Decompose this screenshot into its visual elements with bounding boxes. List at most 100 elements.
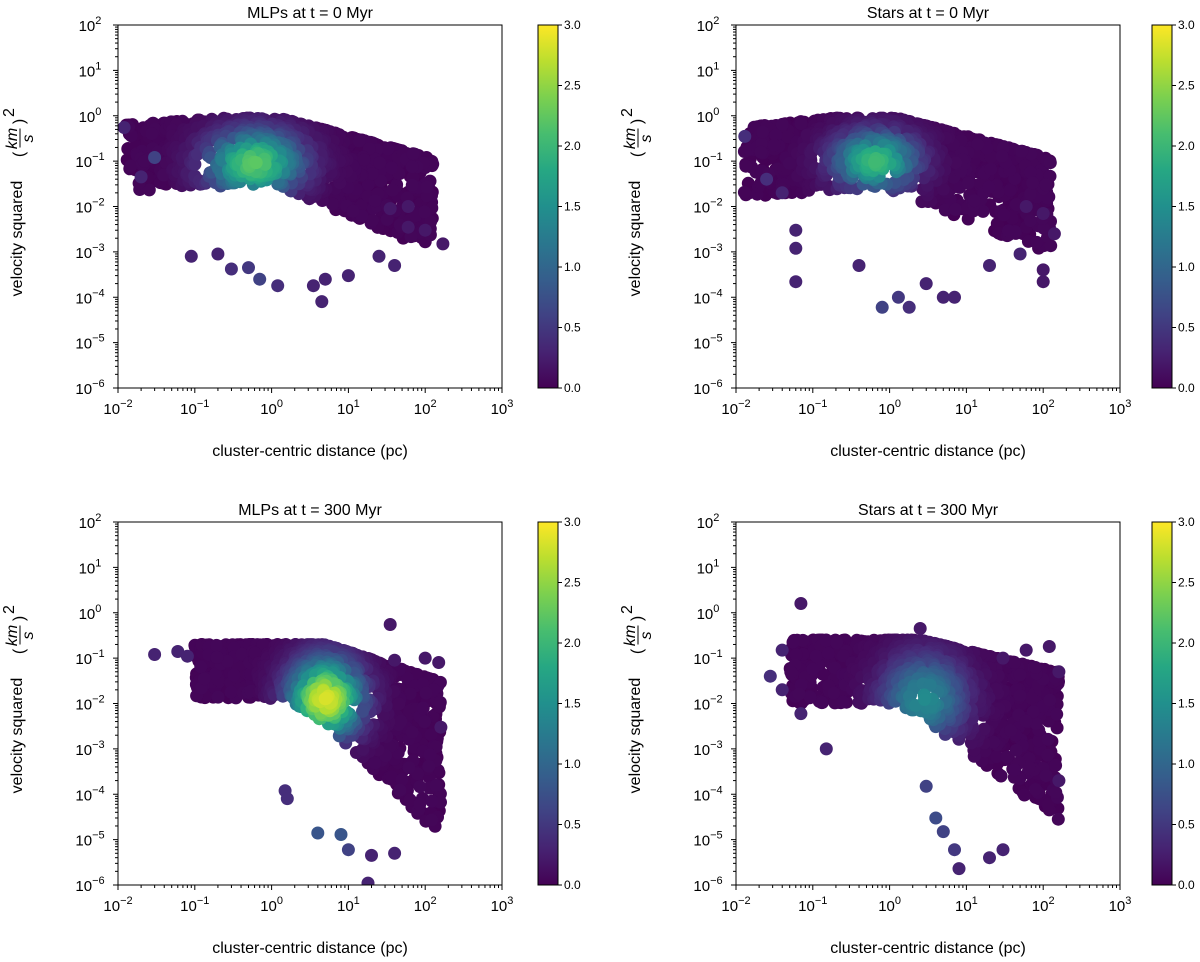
data-point [836, 695, 850, 709]
data-point [783, 156, 796, 170]
data-point [148, 151, 162, 164]
y-tick-label: 10−3 [693, 242, 722, 262]
data-point [994, 769, 1008, 783]
y-tick-label: 10−2 [75, 197, 104, 217]
data-point [145, 127, 159, 141]
data-point [388, 259, 402, 272]
data-point [995, 149, 1009, 163]
x-axis-label: cluster-centric distance (pc) [212, 940, 408, 957]
data-point [983, 259, 996, 272]
data-point [1004, 723, 1018, 737]
data-point [211, 690, 225, 704]
y-tick-label: 10−3 [75, 739, 104, 759]
scatter-panel-4: 10−2 10−1 100 101 102 10310−610−510−410−310−2… [619, 502, 1195, 957]
data-point [326, 197, 339, 211]
data-point [796, 633, 810, 647]
data-point [413, 780, 427, 794]
colorbar-tick-label: 1.0 [564, 260, 581, 274]
data-point [1036, 207, 1050, 220]
data-point [352, 134, 366, 148]
data-point [827, 686, 841, 700]
y-tick-label: 100 [79, 106, 102, 126]
data-point [786, 635, 800, 649]
colorbar-tick-label: 0.5 [1178, 321, 1195, 335]
data-point [1009, 743, 1023, 757]
data-point [815, 696, 829, 710]
data-point [936, 182, 950, 196]
data-point [1015, 145, 1029, 158]
data-point [739, 159, 753, 173]
data-point [385, 770, 398, 784]
colorbar-tick-label: 2.5 [564, 79, 581, 93]
data-point [836, 649, 850, 663]
y-tick-label: 10−4 [75, 784, 104, 804]
data-point [425, 813, 438, 827]
x-tick-label: 102 [414, 398, 437, 418]
data-point [1029, 717, 1043, 730]
data-point [392, 697, 406, 711]
data-point [341, 843, 355, 857]
data-point [211, 247, 225, 261]
data-point [1037, 221, 1051, 235]
data-point [420, 180, 434, 194]
y-axis-label: velocity squared(km s)2 [1, 108, 37, 296]
y-tick-label: 10−4 [75, 287, 104, 307]
data-point [235, 647, 249, 661]
data-point [1036, 263, 1050, 277]
data-point [1013, 247, 1027, 261]
data-point [1007, 656, 1021, 669]
colorbar-tick-label: 1.5 [1178, 200, 1195, 214]
data-point [789, 275, 803, 289]
data-point [821, 646, 835, 660]
data-point [306, 279, 320, 293]
data-point [368, 194, 382, 208]
data-point [1039, 178, 1053, 192]
data-point [1043, 156, 1057, 170]
data-point [423, 748, 437, 762]
data-point [754, 145, 768, 159]
y-tick-label: 10−5 [693, 333, 722, 353]
colorbar-tick-label: 0.5 [564, 321, 581, 335]
y-tick-label: 10−3 [75, 242, 104, 262]
colorbar-tick-label: 2.5 [564, 576, 581, 590]
data-point [1047, 227, 1061, 241]
data-point [224, 685, 238, 699]
colorbar: 0.00.51.01.52.02.53.0 [537, 515, 581, 892]
data-point [361, 876, 375, 885]
data-point [1019, 714, 1033, 728]
data-point [405, 178, 419, 192]
x-tick-label: 102 [1032, 398, 1055, 418]
y-tick-label: 101 [697, 60, 720, 80]
data-point [188, 157, 202, 171]
y-tick-label: 10−1 [693, 151, 722, 171]
data-point [422, 759, 436, 773]
data-point [1008, 763, 1022, 777]
x-tick-label: 103 [491, 895, 514, 915]
data-point [227, 668, 241, 682]
y-tick-label: 10−5 [75, 333, 104, 353]
data-point [402, 761, 416, 775]
data-point [388, 653, 402, 667]
x-tick-label: 101 [955, 398, 978, 418]
x-tick-label: 10−1 [180, 398, 209, 418]
x-tick-label: 100 [260, 398, 283, 418]
chart-title: Stars at t = 0 Myr [867, 5, 990, 22]
x-tick-label: 100 [260, 895, 283, 915]
data-point [413, 797, 427, 811]
data-point [936, 290, 950, 304]
data-point [418, 651, 432, 665]
data-point [1029, 783, 1042, 796]
data-point [253, 272, 267, 286]
scatter-panel-3: 10−2 10−1 100 101 102 10310−610−510−410−310−2… [1, 502, 581, 957]
x-tick-label: 10−1 [180, 895, 209, 915]
data-point [1024, 214, 1037, 228]
point-cloud [737, 111, 1061, 314]
data-point [357, 153, 371, 167]
data-point [374, 174, 388, 188]
data-point [1024, 691, 1038, 705]
data-point [365, 848, 378, 862]
data-point [372, 249, 386, 263]
data-point [434, 720, 448, 734]
data-point [171, 645, 185, 658]
x-tick-label: 101 [337, 398, 360, 418]
